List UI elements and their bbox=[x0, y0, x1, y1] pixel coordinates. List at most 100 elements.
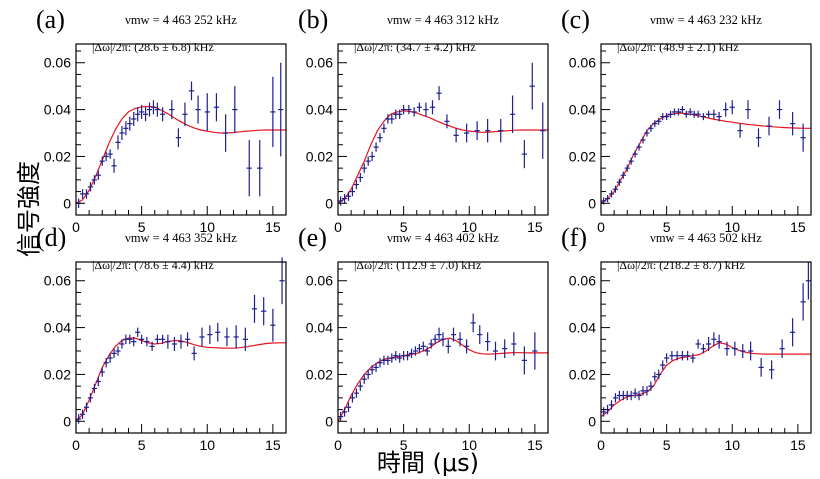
data-point bbox=[182, 102, 188, 126]
y-tick-label: 0.06 bbox=[44, 55, 71, 71]
data-point bbox=[349, 186, 356, 197]
data-point bbox=[401, 104, 407, 115]
data-point bbox=[144, 336, 150, 347]
x-tick-label: 5 bbox=[663, 437, 671, 453]
x-tick-label: 0 bbox=[597, 219, 605, 235]
chart-panel: (c) νmw = 4 463 232 kHz 0 5 10 15 0 0.02 0.04 0.0… bbox=[561, 5, 812, 235]
data-point bbox=[716, 334, 722, 349]
x-tick-label: 0 bbox=[72, 219, 80, 235]
data-point bbox=[199, 327, 205, 347]
data-point bbox=[740, 343, 746, 359]
data-point bbox=[652, 372, 658, 382]
fit-curve bbox=[75, 337, 286, 422]
data-point bbox=[432, 334, 438, 344]
x-tick-label: 15 bbox=[790, 219, 806, 235]
data-point bbox=[119, 125, 125, 141]
data-point bbox=[204, 93, 210, 131]
data-point bbox=[123, 121, 129, 136]
panel-letter: (f) bbox=[561, 223, 587, 252]
data-point bbox=[687, 108, 693, 116]
data-point bbox=[188, 81, 195, 101]
data-point bbox=[737, 123, 743, 138]
y-tick-label: 0 bbox=[63, 195, 71, 211]
data-point bbox=[107, 149, 113, 159]
x-tick-label: 0 bbox=[72, 437, 80, 453]
data-point bbox=[150, 100, 157, 115]
chart-title: νmw = 4 463 402 kHz bbox=[387, 231, 499, 245]
data-point bbox=[349, 393, 356, 403]
data-point bbox=[656, 369, 662, 380]
data-point bbox=[412, 346, 419, 356]
plot-frame bbox=[75, 43, 287, 216]
data-point bbox=[242, 327, 248, 352]
x-tick-label: 10 bbox=[724, 437, 740, 453]
x-tick-label: 10 bbox=[199, 437, 215, 453]
data-point bbox=[601, 407, 607, 417]
data-point bbox=[87, 393, 94, 403]
data-point bbox=[700, 343, 706, 354]
data-point bbox=[135, 327, 141, 337]
x-tick-label: 0 bbox=[334, 437, 342, 453]
data-point bbox=[470, 313, 476, 333]
y-tick-label: 0.02 bbox=[44, 148, 71, 164]
x-tick-label: 10 bbox=[461, 219, 477, 235]
x-axis-title: 時間 (μs) bbox=[377, 449, 479, 477]
data-point bbox=[416, 343, 422, 354]
data-point bbox=[711, 332, 717, 347]
data-point bbox=[679, 351, 685, 361]
data-point bbox=[457, 332, 463, 347]
data-point bbox=[279, 257, 285, 305]
fit-curve bbox=[75, 105, 286, 204]
data-point bbox=[139, 104, 145, 119]
plot-frame bbox=[600, 43, 812, 216]
data-point bbox=[357, 172, 363, 183]
data-point bbox=[644, 129, 650, 137]
y-tick-label: 0.06 bbox=[569, 273, 596, 289]
data-point bbox=[83, 402, 90, 412]
data-point bbox=[745, 100, 751, 119]
y-tick-label: 0 bbox=[325, 195, 333, 211]
linewidth-annotation: |Δω|/2π: (48.9 ± 2.1) kHz bbox=[617, 40, 739, 54]
data-point bbox=[766, 116, 772, 136]
data-point bbox=[373, 362, 379, 373]
chart-panel: (f) νmw = 4 463 502 kHz 0 5 10 15 0 0.02 0.04 0.0… bbox=[561, 223, 812, 453]
data-point bbox=[115, 346, 121, 356]
chart-title: νmw = 4 463 232 kHz bbox=[650, 13, 762, 27]
data-point bbox=[389, 114, 395, 124]
y-axis-title: 信号強度 bbox=[15, 161, 43, 257]
data-point bbox=[685, 351, 691, 361]
data-point bbox=[103, 358, 109, 368]
data-point bbox=[664, 113, 670, 121]
data-point bbox=[373, 142, 379, 152]
data-point bbox=[95, 170, 101, 180]
data-point bbox=[353, 388, 359, 398]
data-point bbox=[99, 367, 105, 377]
y-tick-label: 0.02 bbox=[306, 366, 333, 382]
chart-title: νmw = 4 463 252 kHz bbox=[125, 13, 237, 27]
x-tick-label: 10 bbox=[724, 219, 740, 235]
data-point bbox=[223, 114, 229, 152]
data-point bbox=[498, 118, 504, 143]
chart-panel: (e) νmw = 4 463 402 kHz 0 5 10 15 0 0.02 0.04 0.0… bbox=[298, 223, 549, 453]
data-point bbox=[408, 348, 415, 359]
data-point bbox=[604, 195, 611, 203]
fit-curve bbox=[600, 112, 811, 204]
data-point bbox=[369, 365, 375, 375]
data-point bbox=[675, 108, 682, 116]
data-point bbox=[428, 339, 434, 349]
data-point bbox=[790, 318, 796, 347]
data-point bbox=[440, 332, 446, 347]
data-point bbox=[420, 341, 426, 352]
y-tick-label: 0.02 bbox=[569, 148, 596, 164]
x-tick-label: 5 bbox=[400, 219, 408, 235]
x-tick-label: 10 bbox=[199, 219, 215, 235]
data-point bbox=[729, 100, 735, 115]
data-point bbox=[540, 102, 546, 159]
data-point bbox=[502, 339, 508, 359]
data-point bbox=[485, 118, 491, 143]
data-point bbox=[175, 128, 181, 148]
data-point bbox=[107, 353, 113, 363]
data-point bbox=[341, 407, 348, 417]
data-point bbox=[213, 93, 220, 122]
panel-letter: (d) bbox=[36, 223, 66, 252]
